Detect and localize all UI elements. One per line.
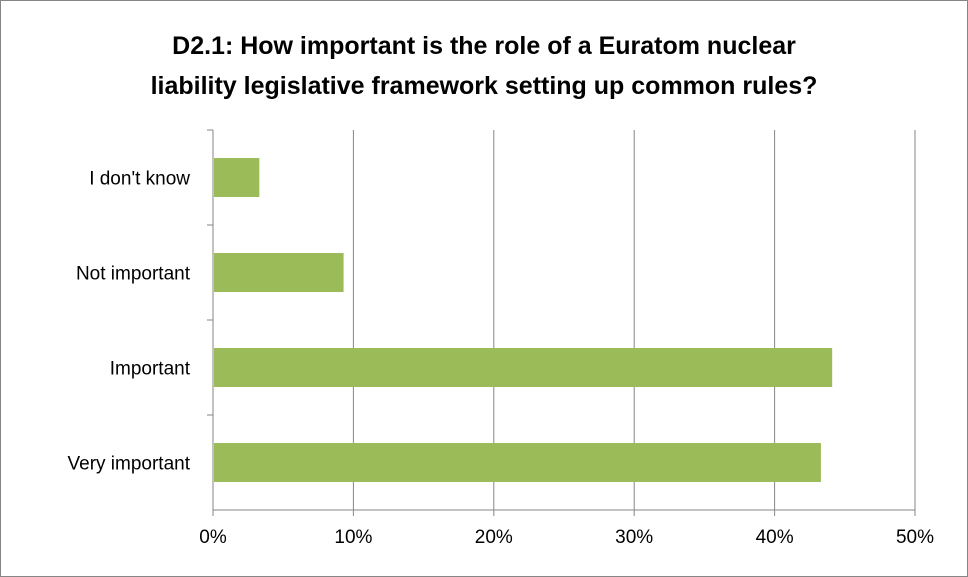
- category-label-i-don-t-know: I don't know: [89, 169, 190, 190]
- bar-important: [214, 348, 833, 387]
- x-tick-label-0: 0%: [199, 527, 227, 548]
- category-label-very-important: Very important: [68, 454, 191, 475]
- x-tick-label-20: 20%: [475, 527, 513, 548]
- chart-title-line-2: liability legislative framework setting …: [150, 72, 818, 100]
- x-tick-label-30: 30%: [615, 527, 653, 548]
- category-label-important: Important: [110, 359, 191, 380]
- x-tick-label-50: 50%: [896, 527, 934, 548]
- bar-i-don-t-know: [214, 158, 260, 197]
- bar-not-important: [214, 253, 344, 292]
- category-label-not-important: Not important: [76, 264, 191, 285]
- bar-very-important: [214, 443, 821, 482]
- x-tick-label-10: 10%: [334, 527, 372, 548]
- x-tick-label-40: 40%: [756, 527, 794, 548]
- chart-title: D2.1: How important is the role of a Eur…: [0, 26, 968, 106]
- chart-title-line-1: D2.1: How important is the role of a Eur…: [172, 32, 796, 60]
